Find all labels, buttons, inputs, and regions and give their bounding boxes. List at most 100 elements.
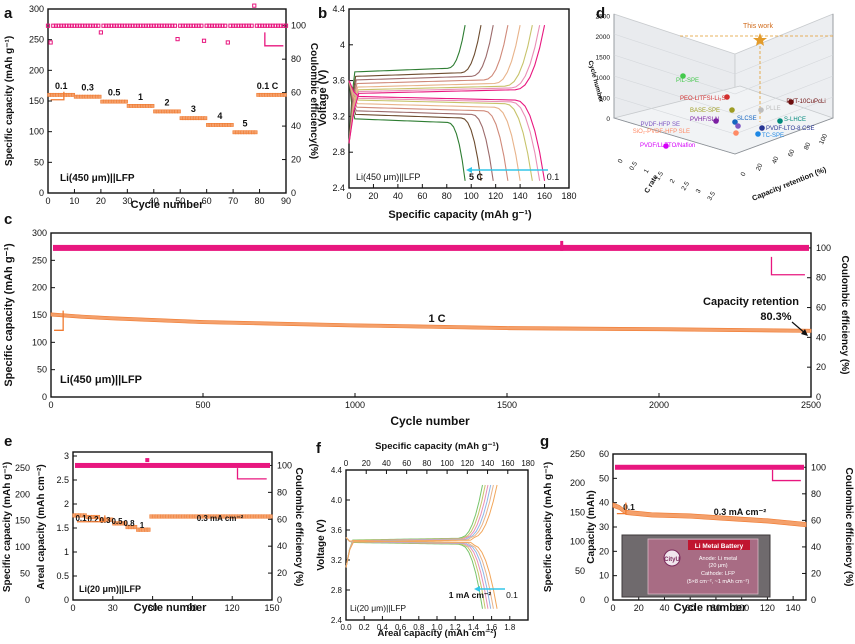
point-label: PEO-LiTFSI-Li₃S <box>680 96 725 102</box>
this-work-star <box>753 33 767 46</box>
cityu-logo-mark <box>663 549 681 567</box>
ce-point <box>112 23 117 28</box>
panel-f-frame <box>345 469 529 621</box>
x-tick-label: 0.2 <box>359 623 371 632</box>
x-tick-label: 20 <box>96 196 106 206</box>
charge-curve-2 <box>348 25 494 144</box>
y-tick-label: 20 <box>599 546 609 556</box>
rate-label: 0.1 C <box>257 81 279 91</box>
z-tick-label: 80 <box>803 141 813 151</box>
z-tick-label: 0 <box>740 171 748 178</box>
z-tick-label: 100 <box>818 133 829 146</box>
x-tick-label: 120 <box>225 603 240 613</box>
x-tick-label: 0.6 <box>395 623 407 632</box>
rate-label: 0.5 <box>108 88 121 98</box>
ce-point <box>215 23 220 28</box>
y-tick-label: 4.4 <box>332 4 345 14</box>
rate-label: 3 <box>191 104 196 114</box>
grid-line <box>734 96 834 135</box>
battery-anode-thickness: (20 μm) <box>708 563 727 569</box>
ce-point <box>265 23 270 28</box>
discharge-curve-5 <box>345 537 498 609</box>
y-tick-label: 150 <box>32 310 47 320</box>
capacity-point <box>96 514 101 520</box>
ce-point <box>252 3 257 8</box>
ce-point <box>74 23 80 28</box>
x-axis-title: Cycle number <box>674 602 747 614</box>
y2-tick-label: 40 <box>291 121 301 131</box>
y2-axis-title: Coulombic efficiency (%) <box>839 256 850 375</box>
charge-curve-0 <box>348 25 466 144</box>
cell-note: Li(450 μm)||LFP <box>356 172 420 182</box>
y-tick-label: 200 <box>29 65 44 75</box>
battery-inset: Li Metal Battery CityU Anode: Li metal(20 … <box>621 534 771 598</box>
capacity-point <box>282 92 287 97</box>
x-axis-title: Cycle number <box>390 414 470 428</box>
capacity-point <box>268 514 273 519</box>
x-tick-label: 60 <box>202 196 212 206</box>
x-tick-label: 30 <box>122 196 132 206</box>
rate-label: 0.1 <box>75 514 87 523</box>
y-tick-label: 200 <box>570 478 585 488</box>
ce-point <box>191 23 196 28</box>
x-tick-label: 1.8 <box>504 623 516 632</box>
y-tick-label: 100 <box>15 542 30 552</box>
y2-axis-title: Coulombic efficiency (%) <box>843 468 854 587</box>
retention-value: 80.3% <box>760 311 791 323</box>
x-tick-label: 70 <box>228 196 238 206</box>
x-axis-title: C rate <box>644 174 660 195</box>
grid-line <box>734 33 834 75</box>
y-tick-label: 2000 <box>596 34 611 41</box>
x-tick-label: 0 <box>617 158 625 165</box>
y-tick-label: 150 <box>570 507 585 517</box>
ce-point <box>260 23 265 28</box>
y2-tick-label: 0 <box>816 392 821 402</box>
x-tick-label: 0.8 <box>413 623 425 632</box>
ce-point <box>114 23 119 28</box>
y-tick-label: 3 <box>64 451 69 461</box>
charge-curve-1 <box>348 25 482 144</box>
battery-cathode: Cathode: LFP <box>701 571 735 577</box>
x-tick-label: 20 <box>634 603 644 613</box>
x-tick-label: 0 <box>48 400 53 410</box>
ce-point <box>170 23 175 28</box>
ce-axis-arrow <box>771 469 801 482</box>
capacity-point <box>229 123 234 127</box>
y-tick-label: 0 <box>64 595 69 605</box>
x-tick-label: 0 <box>70 603 75 613</box>
x-tick-label: 50 <box>175 196 185 206</box>
ce-point <box>109 23 114 28</box>
y-tick-label: 1500 <box>596 55 611 62</box>
rate-arrow-head <box>466 167 472 173</box>
y-tick-label: 4.4 <box>331 466 343 475</box>
ce-point <box>64 23 69 28</box>
ce-point <box>560 240 564 251</box>
ce-point <box>172 23 178 28</box>
y-inner-axis-title: Areal capacity (mAh cm⁻²) <box>36 464 47 589</box>
y2-tick-label: 20 <box>816 362 826 372</box>
discharge-curve-3 <box>348 80 509 181</box>
x-tick-label: 2 <box>669 178 677 185</box>
discharge-curve-0 <box>348 80 466 181</box>
x-tick-label: 0.4 <box>377 623 389 632</box>
x2-tick-label: 120 <box>461 459 475 468</box>
y2-tick-label: 60 <box>811 515 821 525</box>
x-tick-label: 40 <box>659 603 669 613</box>
y-tick-label: 50 <box>575 566 585 576</box>
data-point <box>724 94 730 100</box>
x2-tick-label: 140 <box>481 459 495 468</box>
ce-point <box>135 23 141 28</box>
y-tick-label: 0 <box>39 188 44 198</box>
rate-label: 0.3 <box>81 83 94 93</box>
ce-point <box>133 23 138 28</box>
ce-point <box>130 23 135 28</box>
ce-point <box>186 23 191 28</box>
ce-point <box>138 23 143 28</box>
x-tick-label: 2000 <box>649 400 669 410</box>
y-tick-label: 0 <box>580 595 585 605</box>
y-tick-label: 2 <box>64 499 69 509</box>
capacity-point <box>146 527 151 532</box>
x-tick-label: 0.0 <box>340 623 352 632</box>
x-tick-label: 0 <box>610 603 615 613</box>
y-tick-label: 250 <box>15 463 30 473</box>
